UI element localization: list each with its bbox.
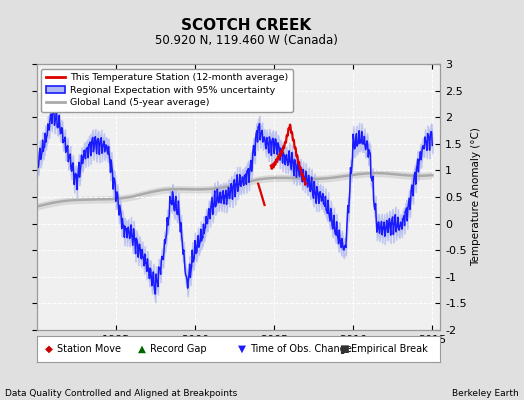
Legend: This Temperature Station (12-month average), Regional Expectation with 95% uncer: This Temperature Station (12-month avera… — [41, 69, 293, 112]
Text: 50.920 N, 119.460 W (Canada): 50.920 N, 119.460 W (Canada) — [155, 34, 337, 47]
Text: ■: ■ — [340, 344, 349, 354]
Text: Time of Obs. Change: Time of Obs. Change — [250, 344, 353, 354]
Text: ◆: ◆ — [45, 344, 53, 354]
Y-axis label: Temperature Anomaly (°C): Temperature Anomaly (°C) — [471, 128, 481, 266]
Text: Berkeley Earth: Berkeley Earth — [452, 389, 519, 398]
Text: ▲: ▲ — [137, 344, 146, 354]
Text: Station Move: Station Move — [57, 344, 121, 354]
Text: Data Quality Controlled and Aligned at Breakpoints: Data Quality Controlled and Aligned at B… — [5, 389, 237, 398]
Text: SCOTCH CREEK: SCOTCH CREEK — [181, 18, 311, 33]
Text: ▼: ▼ — [238, 344, 246, 354]
Text: Empirical Break: Empirical Break — [352, 344, 428, 354]
Text: Record Gap: Record Gap — [150, 344, 206, 354]
